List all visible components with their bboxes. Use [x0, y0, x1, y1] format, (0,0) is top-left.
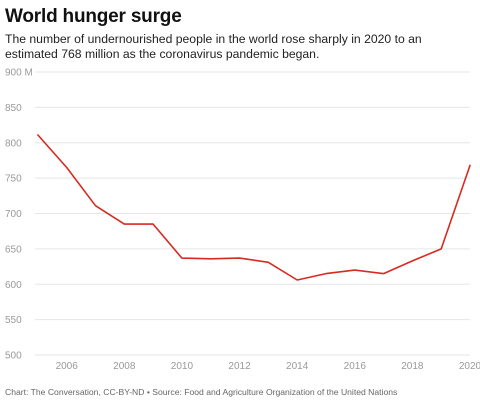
y-tick-label: 700: [5, 209, 22, 220]
x-tick-label: 2010: [171, 361, 194, 372]
x-tick-label: 2006: [56, 361, 79, 372]
series-line: [37, 134, 471, 281]
y-tick-label: 750: [5, 174, 22, 185]
y-tick-label: 900 M: [5, 68, 33, 79]
x-tick-label: 2016: [344, 361, 367, 372]
x-axis-ticks: 2006 2008 2010 2012 2014 2016 2018 2020: [56, 361, 480, 372]
chart-source-footer: Chart: The Conversation, CC-BY-ND • Sour…: [5, 387, 398, 397]
chart-title: World hunger surge: [5, 6, 182, 27]
y-tick-label: 500: [5, 351, 22, 362]
y-tick-label: 800: [5, 138, 22, 149]
x-tick-label: 2012: [228, 361, 251, 372]
chart-subtitle: The number of undernourished people in t…: [5, 32, 422, 61]
x-tick-label: 2020: [459, 361, 480, 372]
x-tick-label: 2008: [113, 361, 136, 372]
gridlines: [35, 71, 470, 356]
x-tick-label: 2014: [286, 361, 309, 372]
x-tick-label: 2018: [401, 361, 424, 372]
y-tick-label: 600: [5, 280, 22, 291]
y-tick-label: 850: [5, 103, 22, 114]
y-axis-ticks: 500 550 600 650 700 750 800 850 900 M: [5, 68, 33, 362]
y-tick-label: 650: [5, 244, 22, 255]
series-group: [37, 134, 471, 281]
y-tick-label: 550: [5, 315, 22, 326]
